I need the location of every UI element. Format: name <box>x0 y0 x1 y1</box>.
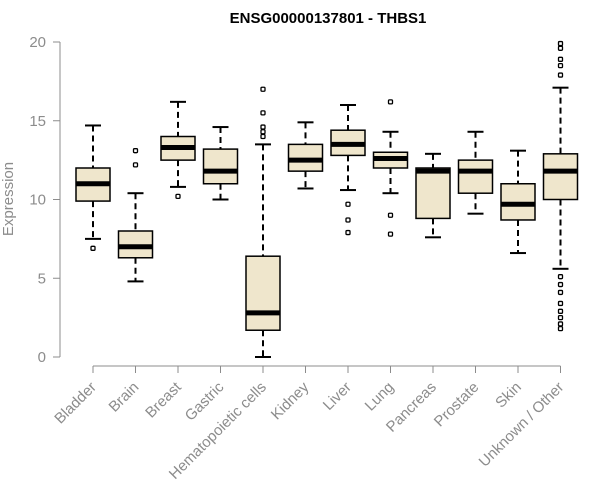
y-tick-label: 10 <box>29 192 46 209</box>
x-tick-label: Skin <box>492 379 525 412</box>
outlier-point <box>557 62 564 69</box>
x-tick-label: Prostate <box>431 379 483 431</box>
outlier-point <box>132 148 139 154</box>
box-skin <box>500 149 536 255</box>
outlier-point <box>557 321 564 327</box>
chart-title: ENSG00000137801 - THBS1 <box>230 10 427 27</box>
box-iqr <box>542 153 579 201</box>
outlier-point <box>387 99 394 105</box>
box-brain <box>117 148 154 283</box>
outlier-point <box>260 133 266 140</box>
box-iqr <box>457 159 494 194</box>
box-gastric <box>202 126 239 201</box>
outlier-point <box>345 229 351 236</box>
y-tick-label: 0 <box>38 349 46 366</box>
outlier-point <box>175 193 181 200</box>
outlier-point <box>387 212 394 218</box>
x-tick-label: Bladder <box>51 379 100 428</box>
y-axis: 0 5 10 15 20 <box>29 34 61 366</box>
box-hematopoietic-cells <box>245 86 281 358</box>
box-breast <box>160 100 196 200</box>
outlier-point <box>557 325 564 332</box>
plot-area <box>75 40 579 358</box>
box-iqr <box>202 148 239 185</box>
x-tick-label: Brain <box>106 379 143 416</box>
box-unknown-other <box>542 40 579 332</box>
outlier-point <box>260 110 266 116</box>
outlier-point <box>345 217 351 223</box>
outlier-point <box>557 45 564 51</box>
outlier-point <box>387 231 394 237</box>
x-tick-label: Lung <box>362 379 398 415</box>
outlier-point <box>260 86 266 92</box>
y-axis-title: Expression <box>0 162 17 236</box>
box-pancreas <box>415 152 451 239</box>
outlier-point <box>557 274 564 280</box>
box-kidney <box>287 121 324 190</box>
outlier-point <box>557 314 564 321</box>
box-liver <box>330 104 366 236</box>
y-tick-label: 5 <box>38 270 46 287</box>
box-iqr <box>415 167 451 220</box>
outlier-point <box>557 281 564 288</box>
outlier-point <box>557 308 564 314</box>
outlier-point <box>557 40 564 47</box>
box-iqr <box>245 255 281 331</box>
box-lung <box>372 99 409 237</box>
box-prostate <box>457 130 494 215</box>
x-tick-label: Kidney <box>268 378 313 423</box>
y-tick-label: 15 <box>29 113 46 130</box>
outlier-point <box>345 201 351 207</box>
outlier-point <box>260 129 266 135</box>
outlier-point <box>90 245 96 251</box>
outlier-point <box>132 162 139 168</box>
outlier-point <box>557 56 564 62</box>
x-tick-label: Liver <box>320 379 355 414</box>
outlier-point <box>557 289 564 296</box>
outlier-point <box>557 300 564 307</box>
outlier-point <box>260 124 266 130</box>
box-bladder <box>75 124 111 251</box>
x-tick-label: Breast <box>142 378 185 421</box>
y-tick-label: 20 <box>29 34 46 51</box>
outlier-point <box>557 72 564 78</box>
